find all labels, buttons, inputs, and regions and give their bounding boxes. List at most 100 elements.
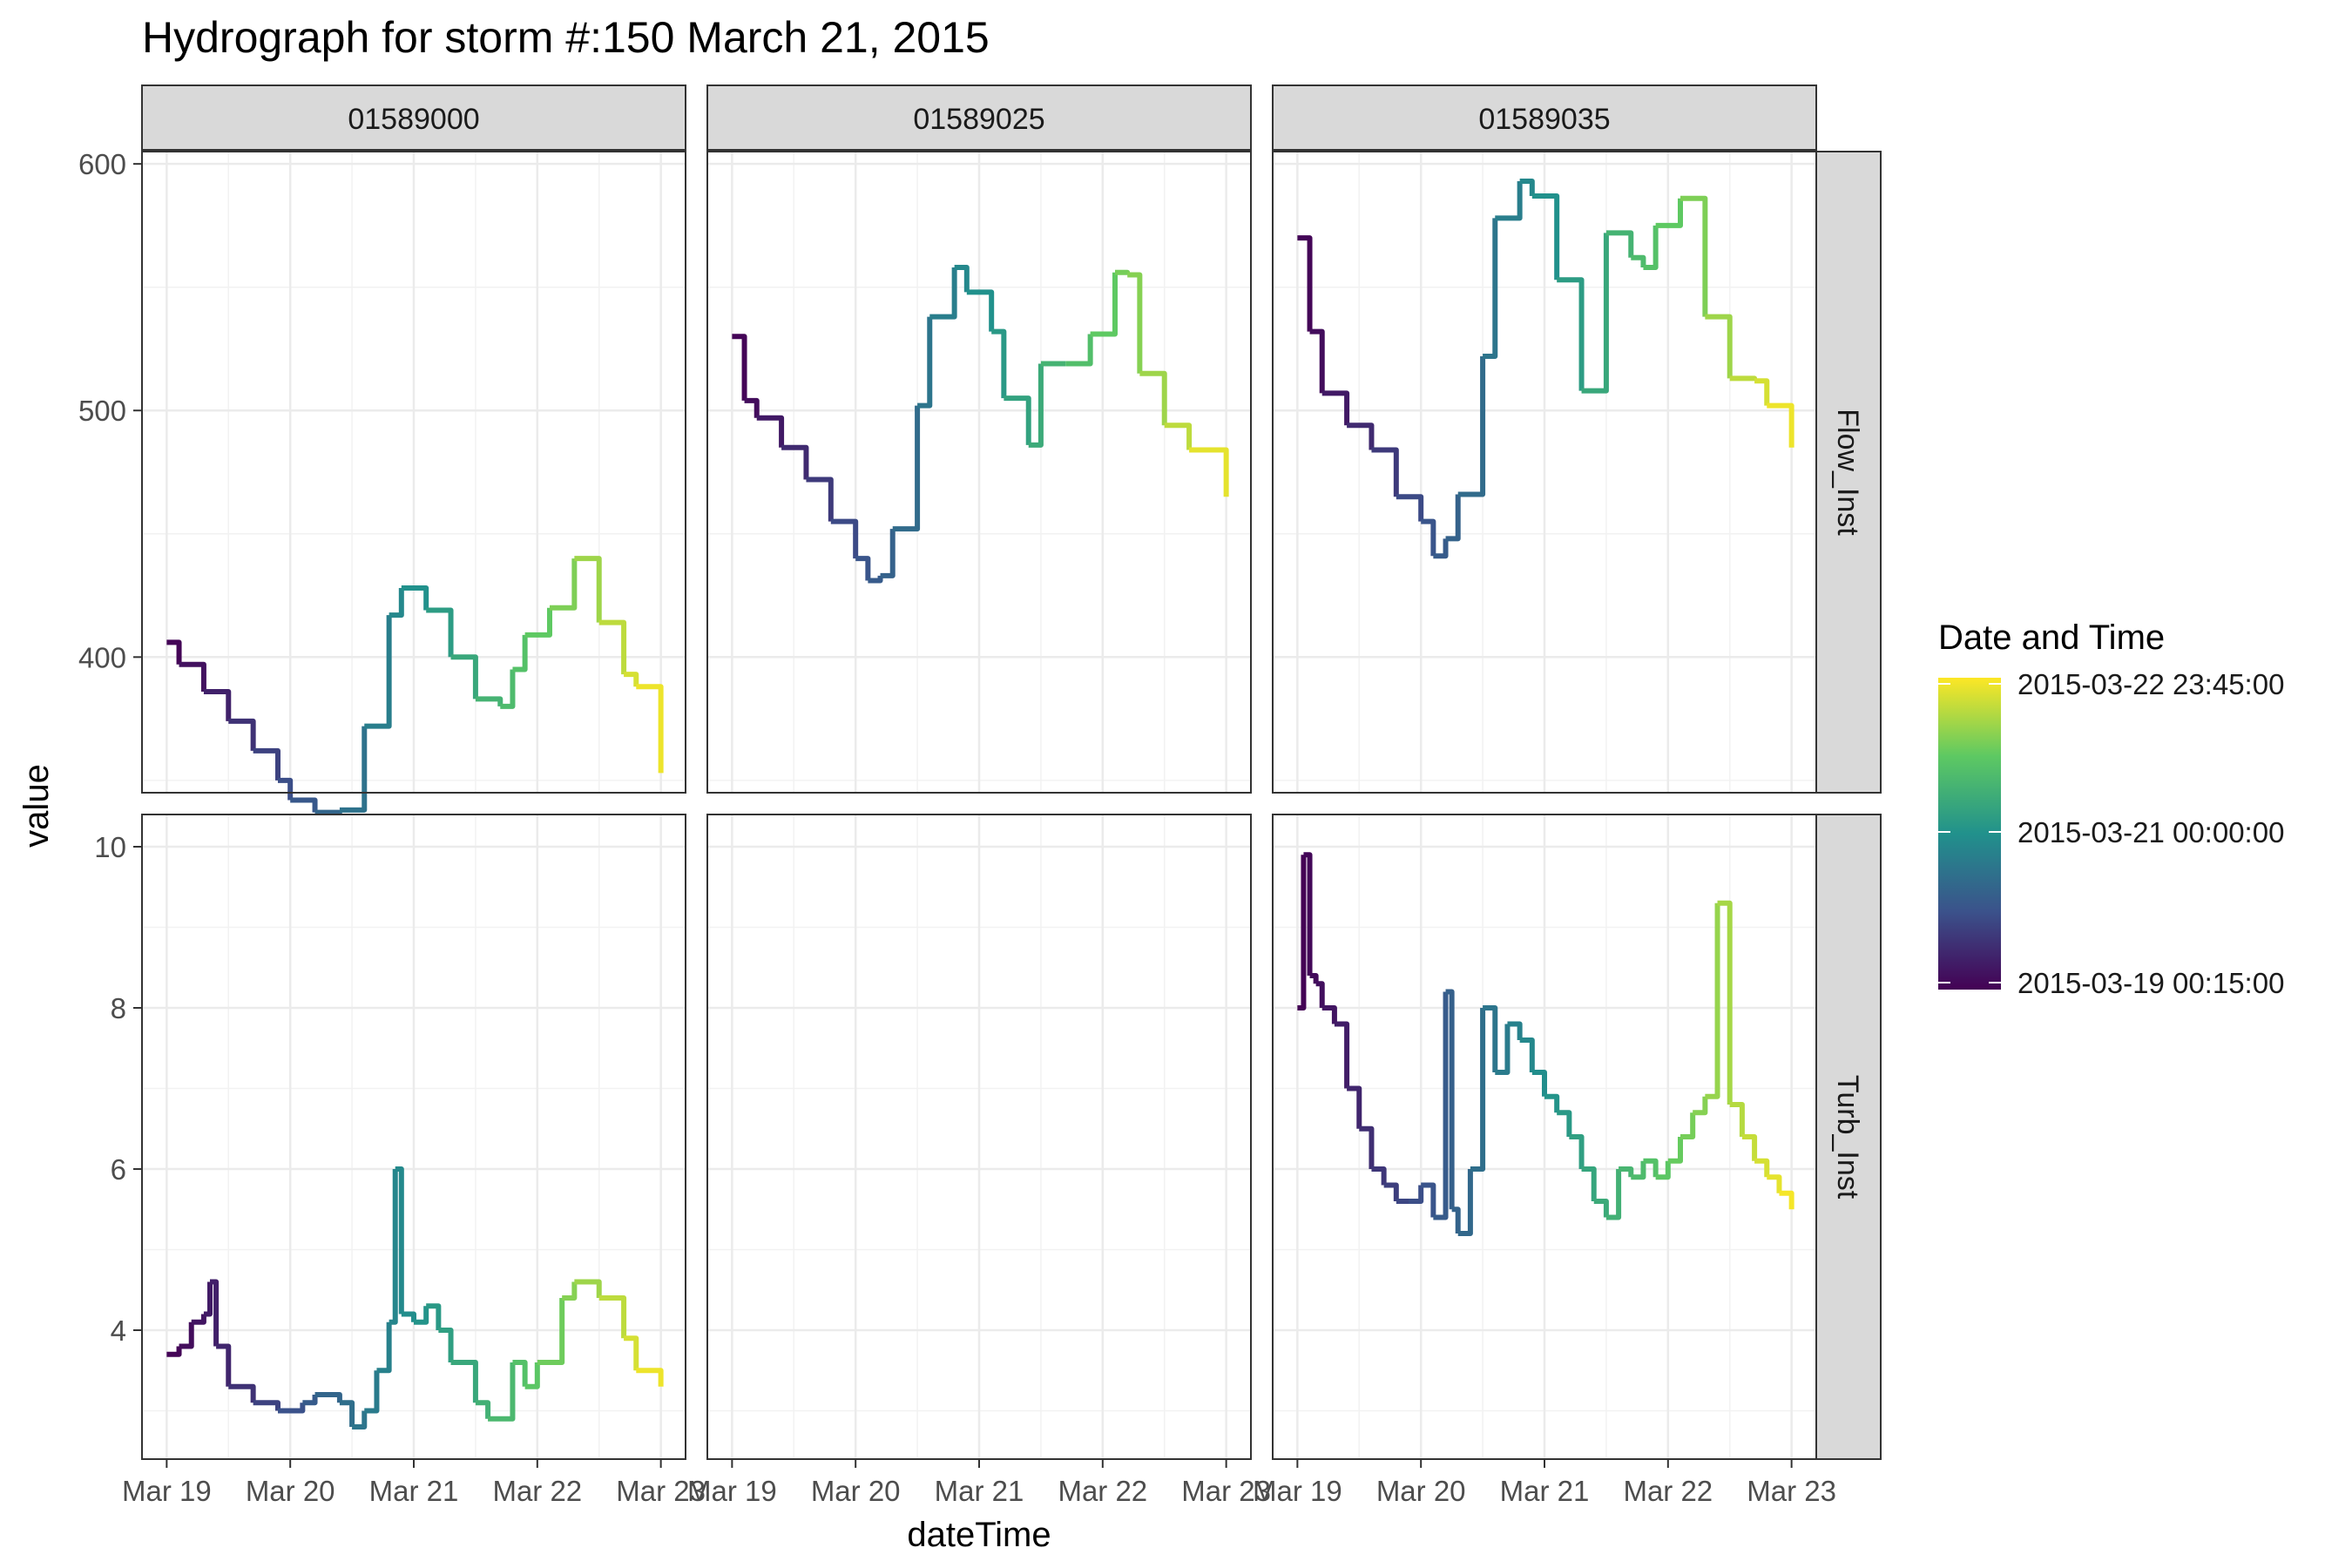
- x-tick-label: Mar 22: [1058, 1475, 1147, 1507]
- series-segment: [806, 476, 834, 522]
- series-segment: [562, 1281, 578, 1301]
- series-segment: [314, 809, 342, 815]
- series-segment: [1433, 538, 1449, 559]
- series-segment: [1667, 1137, 1683, 1164]
- series-segment: [179, 661, 206, 692]
- legend-label-min: 2015-03-19 00:15:00: [2017, 967, 2284, 999]
- series-segment: [339, 1400, 355, 1427]
- column-strip-1: [141, 84, 686, 151]
- series-segment: [302, 1395, 318, 1406]
- x-tick-label: Mar 22: [1623, 1475, 1713, 1507]
- x-tick-label: Mar 19: [1253, 1475, 1342, 1507]
- series-segment: [1767, 402, 1794, 448]
- series-segment: [524, 607, 552, 638]
- series-segment: [1483, 1005, 1498, 1072]
- series-segment: [1309, 328, 1325, 394]
- series-segment: [1297, 855, 1307, 1010]
- series-segment: [1396, 494, 1424, 522]
- series-segment: [228, 1383, 256, 1403]
- series-segment: [1531, 1070, 1547, 1097]
- series-segment: [598, 1295, 627, 1339]
- y-axes: 400 500 600 4 6 8 10: [78, 148, 142, 1347]
- series-segment: [1065, 334, 1093, 367]
- series-segment: [426, 1303, 442, 1330]
- series-segment: [290, 797, 318, 813]
- series-segment: [1421, 1182, 1436, 1218]
- series-segment: [1754, 1158, 1770, 1178]
- series-segment: [1359, 1125, 1375, 1169]
- y-tick-label: 10: [94, 831, 126, 863]
- x-axes: Mar 19 Mar 20 Mar 21 Mar 22 Mar 23 Mar 19 Mar …: [122, 1459, 1836, 1507]
- series-segment: [1470, 1008, 1486, 1172]
- series-segment: [880, 529, 896, 578]
- series-segment: [314, 1392, 342, 1403]
- series-segment: [1309, 973, 1319, 984]
- series-segment: [1741, 1134, 1758, 1161]
- series-segment: [1495, 1024, 1511, 1075]
- row-strip-label-1: Flow_Inst: [1831, 409, 1864, 536]
- series-segment: [1483, 218, 1498, 359]
- series-segment: [166, 639, 182, 665]
- series-segment: [1127, 272, 1143, 374]
- y-tick-label: 6: [111, 1153, 126, 1186]
- series-segment: [744, 397, 760, 418]
- series-segment: [1321, 1005, 1337, 1024]
- series-segment: [1445, 989, 1455, 1210]
- series-segment: [1445, 494, 1461, 542]
- series-segment: [1315, 981, 1325, 1008]
- series-segment: [636, 684, 664, 774]
- series-segment: [253, 747, 280, 781]
- panel-01589035-Flow_Inst: [1272, 151, 1817, 794]
- series-segment: [1321, 390, 1350, 426]
- column-strip-2: [706, 84, 1252, 151]
- series-segment: [1557, 1110, 1572, 1137]
- series-segment: [598, 619, 627, 675]
- series-segment: [1619, 1166, 1634, 1178]
- series-segment: [512, 1360, 528, 1387]
- panel-border: [141, 151, 686, 794]
- series-segment: [1581, 1166, 1597, 1201]
- series-segment: [855, 556, 871, 581]
- column-strip-3: [1272, 84, 1817, 151]
- series-segment: [574, 1279, 602, 1298]
- series-segment: [389, 588, 404, 618]
- row-strip-1: [1815, 151, 1882, 794]
- series-segment: [1544, 1093, 1560, 1113]
- series-segment: [1631, 254, 1646, 268]
- row-strip-label-2: Turb_Inst: [1831, 1075, 1864, 1200]
- x-tick-label: Mar 20: [1376, 1475, 1466, 1507]
- x-tick-label: Mar 19: [687, 1475, 777, 1507]
- series-segment: [574, 556, 602, 623]
- series-segment: [1680, 1112, 1696, 1139]
- series-segment: [1421, 518, 1436, 557]
- series-segment: [352, 1410, 368, 1429]
- series-segment: [414, 1306, 429, 1325]
- series-segment: [624, 672, 639, 687]
- legend-colorbar: [1938, 678, 2001, 990]
- series-segment: [1189, 447, 1229, 497]
- panel-border: [1272, 151, 1817, 794]
- series-segment: [1303, 852, 1313, 976]
- series-segment: [524, 1362, 540, 1389]
- y-tick-label: 4: [111, 1315, 126, 1347]
- series-segment: [966, 289, 995, 332]
- series-segment: [550, 558, 578, 611]
- x-tick-label: Mar 21: [1500, 1475, 1590, 1507]
- panel-01589025-Turb_Inst: [706, 814, 1252, 1460]
- series-segment: [1297, 235, 1313, 332]
- series-segment: [166, 1346, 182, 1357]
- x-tick-label: Mar 20: [811, 1475, 901, 1507]
- legend-ticks: [1938, 683, 2001, 983]
- series-segment: [1519, 178, 1535, 196]
- series-segment: [1643, 225, 1659, 271]
- series-segment: [438, 1328, 454, 1362]
- y-tick-label: 500: [78, 395, 126, 427]
- panel-01589025-Flow_Inst: [706, 151, 1252, 794]
- x-tick-label: Mar 23: [1747, 1475, 1836, 1507]
- series-segment: [1779, 1190, 1794, 1210]
- y-tick-label: 8: [111, 992, 126, 1024]
- series-segment: [1347, 422, 1375, 450]
- series-segment: [1090, 272, 1118, 337]
- series-segment: [537, 1298, 565, 1365]
